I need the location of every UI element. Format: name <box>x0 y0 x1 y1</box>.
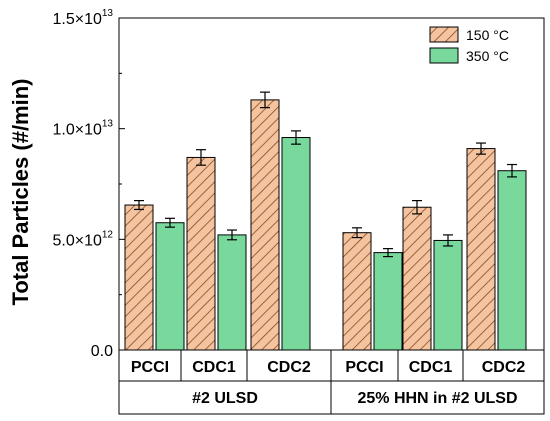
plot-frame <box>118 17 545 351</box>
category-label: CDC2 <box>267 359 311 376</box>
y-axis-title: Total Particles (#/min) <box>8 79 33 306</box>
bar-series-1 <box>466 148 496 351</box>
bar-series-2 <box>373 252 403 351</box>
legend-swatch <box>429 26 459 43</box>
group-label: #2 ULSD <box>192 390 258 407</box>
y-tick-label: 0.0 <box>91 343 113 360</box>
bar-series-2 <box>155 222 185 351</box>
group-label: 25% HHN in #2 ULSD <box>357 390 517 407</box>
legend-label: 150 °C <box>466 27 509 43</box>
bars <box>124 91 527 351</box>
legend-swatch <box>429 47 459 64</box>
legend-label: 350 °C <box>466 48 509 64</box>
bar-series-2 <box>497 170 527 351</box>
y-axis-title-group: Total Particles (#/min) <box>8 79 33 306</box>
y-ticks: 0.0 5.0×1012 1.0×1013 1.5×1013 <box>52 8 125 360</box>
bar-series-1 <box>186 156 216 351</box>
bar-series-1 <box>250 99 280 351</box>
category-label: PCCI <box>345 359 383 376</box>
y-tick-label: 1.5×1013 <box>52 8 113 28</box>
category-label: CDC2 <box>482 359 526 376</box>
legend: 150 °C 350 °C <box>429 26 509 64</box>
y-tick-label: 5.0×1012 <box>52 229 113 249</box>
bar-series-2 <box>281 137 311 351</box>
group-cell <box>330 380 545 415</box>
bar-series-1 <box>124 204 154 351</box>
category-label: CDC1 <box>409 359 453 376</box>
y-tick-label: 1.0×1013 <box>52 119 113 139</box>
bar-series-2 <box>217 234 247 351</box>
bar-series-1 <box>402 206 432 351</box>
bar-series-1 <box>342 232 372 351</box>
category-label: CDC1 <box>192 359 236 376</box>
category-label: PCCI <box>131 359 169 376</box>
bar-series-2 <box>433 239 463 351</box>
category-axis: PCCI CDC1 CDC2 PCCI CDC1 CDC2 #2 ULSD 25% HHN i… <box>118 349 545 415</box>
